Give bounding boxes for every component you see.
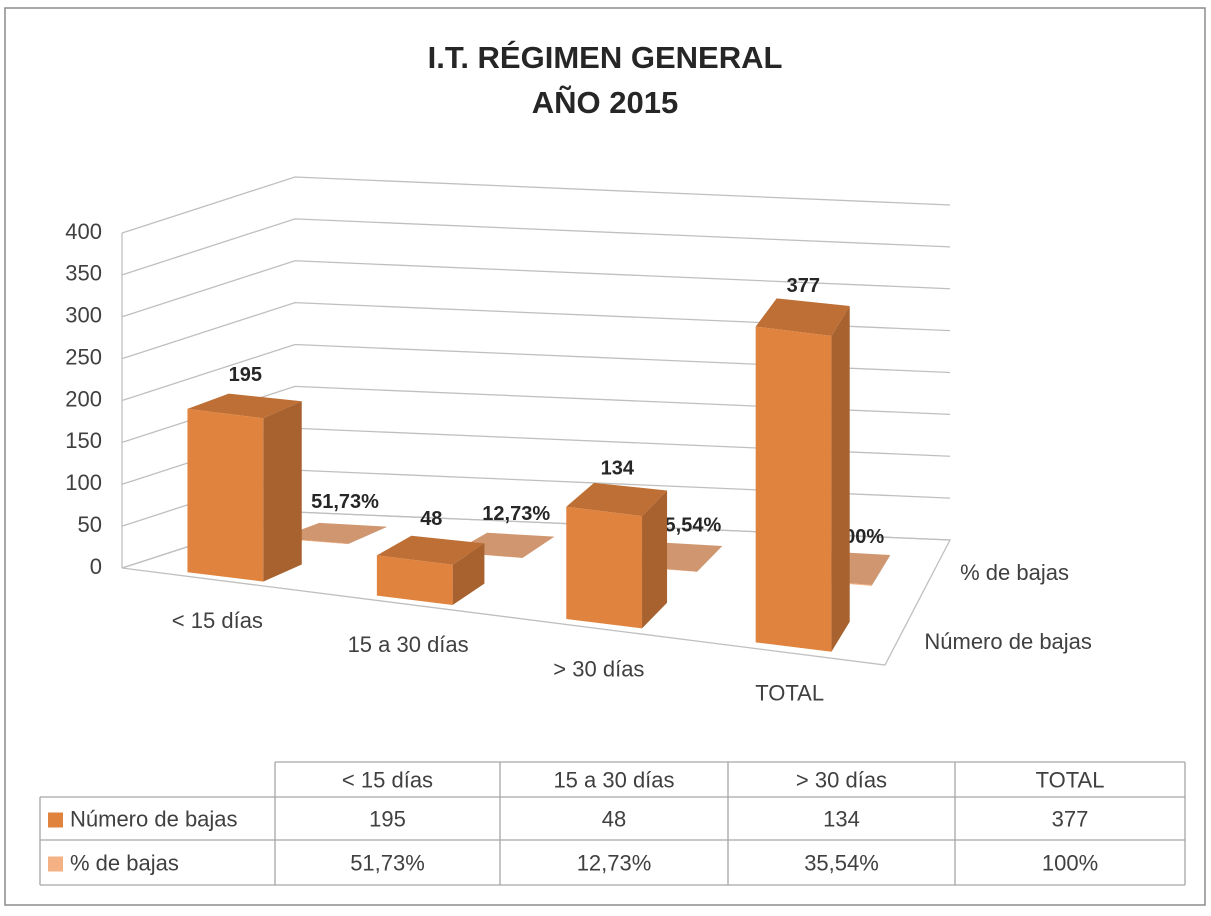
bar-side [871,555,890,586]
bar-top [755,298,850,336]
y-tick-label: 0 [90,554,102,579]
table-cell: 51,73% [350,850,425,875]
bar-top [278,522,387,544]
bar [755,298,850,652]
table-cell: 134 [823,806,860,831]
y-tick-label: 400 [65,219,102,244]
y-tick-label: 300 [65,303,102,328]
data-label: 377 [787,275,820,297]
data-label: 195 [229,364,262,386]
bar-side [642,490,668,629]
y-tick-label: 150 [65,428,102,453]
depth-label: % de bajas [960,560,1069,585]
bar-side [831,306,850,652]
bar [376,535,485,605]
y-tick-label: 250 [65,344,102,369]
bar [187,393,302,582]
data-label: 12,73% [482,503,550,525]
data-label: 134 [601,457,635,479]
data-label: 48 [420,508,442,530]
bar-front [187,408,264,582]
table-header: < 15 días [342,767,433,792]
grid-line [121,385,951,443]
x-tick-label: < 15 días [172,608,263,633]
bar-side [263,401,302,582]
x-tick-label: > 30 días [553,656,644,681]
data-label: 35,54% [653,515,721,537]
y-tick-label: 200 [65,386,102,411]
grid-line [121,343,951,402]
bar [566,482,668,629]
bar-side [697,545,723,572]
depth-label: Número de bajas [924,629,1092,654]
table-cell: 12,73% [577,850,652,875]
legend-swatch [48,812,63,828]
bar-side [522,536,555,559]
chart-title: I.T. RÉGIMEN GENERAL [428,40,783,75]
x-tick-label: 15 a 30 días [348,632,469,657]
bar-side [452,543,485,605]
table-header: TOTAL [1036,767,1105,792]
legend-label: % de bajas [70,850,179,875]
table-cell: 377 [1052,806,1089,831]
table-header: 15 a 30 días [553,767,674,792]
table-cell: 35,54% [804,850,879,875]
grid-line [121,260,951,318]
chart-subtitle: AÑO 2015 [532,85,678,120]
grid-line [121,301,951,360]
bar-top [566,482,668,517]
table-cell: 48 [602,806,626,831]
table-header: > 30 días [796,767,887,792]
grid-line [121,218,951,276]
legend-swatch [48,856,63,872]
y-tick-label: 50 [78,512,102,537]
y-tick-label: 350 [65,261,102,286]
bar-top [187,393,302,419]
grid-line [121,176,951,234]
table-cell: 195 [369,806,406,831]
bar-front [376,555,453,605]
bar-front [566,506,643,629]
legend-label: Número de bajas [70,806,238,831]
data-label: 51,73% [311,491,379,513]
y-tick-label: 100 [65,470,102,495]
bar-side [347,526,387,545]
table-cell: 100% [1042,850,1098,875]
x-tick-label: TOTAL [755,681,824,706]
bar-top [376,535,485,565]
bar-front [755,326,832,652]
